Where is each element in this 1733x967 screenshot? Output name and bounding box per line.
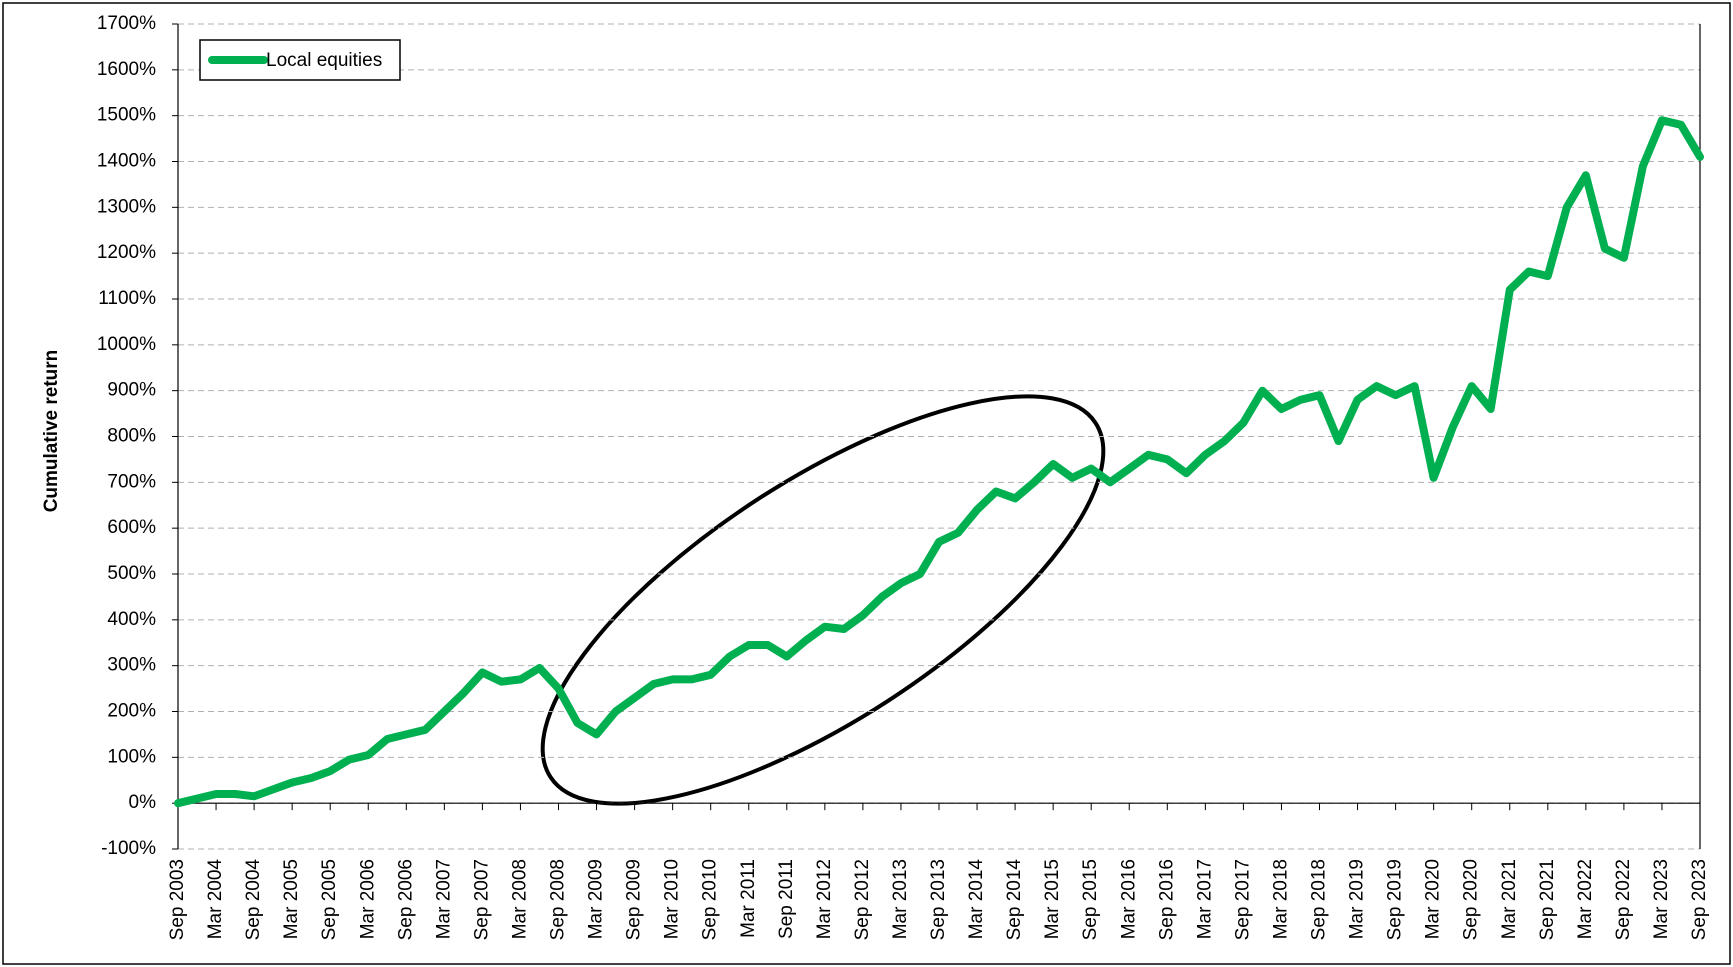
x-tick-label: Mar 2013 — [890, 859, 911, 939]
x-tick-label: Sep 2020 — [1461, 859, 1482, 940]
x-tick-label: Mar 2006 — [357, 859, 378, 939]
x-tick-label: Sep 2012 — [852, 859, 873, 940]
x-tick-label: Sep 2015 — [1080, 859, 1101, 940]
x-tick-label: Mar 2011 — [738, 859, 759, 938]
y-tick-label: 1300% — [97, 196, 156, 217]
x-tick-label: Sep 2014 — [1004, 859, 1025, 941]
x-tick-label: Mar 2005 — [281, 859, 302, 939]
x-tick-label: Sep 2004 — [243, 859, 264, 941]
x-tick-label: Sep 2017 — [1232, 859, 1253, 940]
y-tick-label: 1000% — [97, 334, 156, 355]
y-tick-label: 1700% — [97, 13, 156, 34]
x-tick-label: Mar 2012 — [814, 859, 835, 939]
x-tick-label: Sep 2021 — [1537, 859, 1558, 940]
x-tick-label: Mar 2016 — [1118, 859, 1139, 939]
legend-label: Local equities — [266, 50, 382, 71]
x-tick-label: Mar 2022 — [1575, 859, 1596, 939]
y-tick-label: 700% — [107, 471, 156, 492]
x-tick-label: Mar 2009 — [586, 859, 607, 939]
x-tick-label: Mar 2008 — [509, 859, 530, 939]
x-tick-label: Sep 2009 — [624, 859, 645, 940]
x-tick-label: Sep 2018 — [1309, 859, 1330, 940]
y-tick-label: 200% — [107, 701, 156, 722]
line-series — [174, 116, 1704, 808]
x-tick-label: Mar 2010 — [662, 859, 683, 939]
x-tick-label: Mar 2023 — [1651, 859, 1672, 939]
x-tick-label: Sep 2013 — [928, 859, 949, 940]
x-tick-label: Sep 2011 — [776, 859, 797, 939]
highlight-ellipse — [540, 394, 1106, 806]
x-tick-label: Sep 2023 — [1689, 859, 1710, 940]
x-tick-label: Sep 2019 — [1385, 859, 1406, 940]
x-tick-label: Sep 2010 — [700, 859, 721, 940]
x-tick-label: Sep 2008 — [548, 859, 569, 940]
x-tick-label: Sep 2016 — [1156, 859, 1177, 940]
y-axis-label: Cumulative return — [41, 350, 62, 513]
y-tick-label: 400% — [107, 609, 156, 630]
x-tick-label: Mar 2019 — [1347, 859, 1368, 939]
x-tick-label: Mar 2021 — [1499, 859, 1520, 939]
x-tick-label: Mar 2017 — [1194, 859, 1215, 939]
x-tick-label: Mar 2018 — [1270, 859, 1291, 939]
y-tick-label: 1400% — [97, 151, 156, 172]
y-tick-label: 100% — [107, 746, 156, 767]
y-tick-label: 1100% — [98, 288, 156, 309]
x-tick-label: Mar 2014 — [966, 859, 987, 940]
x-tick-label: Sep 2005 — [319, 859, 340, 940]
x-tick-label: Sep 2022 — [1613, 859, 1634, 940]
y-tick-label: 300% — [107, 655, 156, 676]
y-tick-label: -100% — [101, 838, 156, 859]
y-tick-label: 500% — [107, 563, 156, 584]
y-tick-label: 1500% — [97, 105, 156, 126]
x-tick-label: Mar 2007 — [433, 859, 454, 939]
y-tick-label: 600% — [107, 517, 156, 538]
x-tick-label: Sep 2007 — [471, 859, 492, 940]
x-tick-label: Mar 2015 — [1042, 859, 1063, 939]
y-tick-label: 0% — [129, 792, 157, 813]
y-tick-label: 1200% — [97, 242, 156, 263]
x-tick-label: Sep 2006 — [395, 859, 416, 940]
x-tick-label: Mar 2020 — [1423, 859, 1444, 939]
x-tick-label: Mar 2004 — [205, 859, 226, 940]
y-tick-label: 800% — [107, 426, 156, 447]
x-tick-label: Sep 2003 — [167, 859, 188, 940]
y-tick-label: 1600% — [97, 59, 156, 80]
y-tick-label: 900% — [107, 380, 156, 401]
